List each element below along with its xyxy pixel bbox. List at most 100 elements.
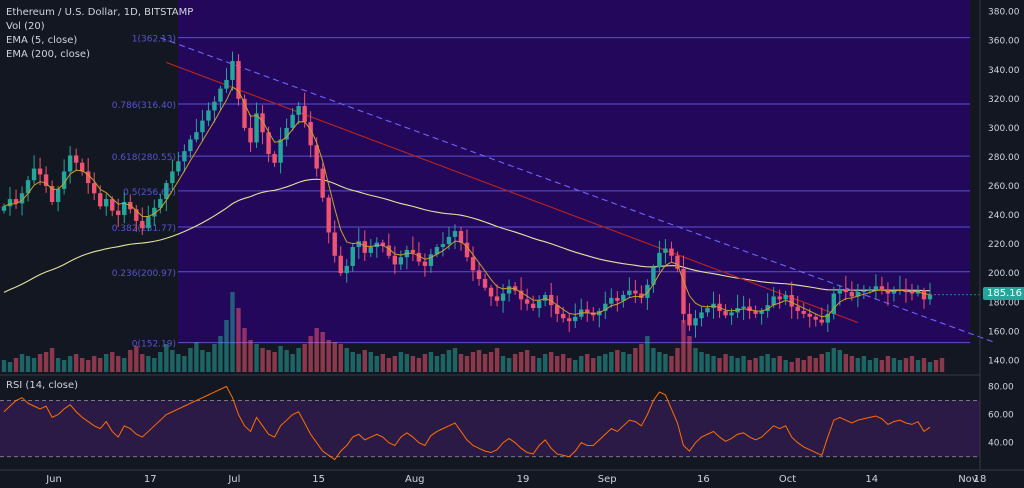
volume-bar bbox=[464, 356, 470, 372]
candle-body bbox=[104, 199, 109, 207]
rsi-tick-label: 60.00 bbox=[988, 411, 1014, 421]
volume-bar bbox=[248, 340, 253, 372]
candle-body bbox=[230, 61, 235, 80]
volume-bar bbox=[31, 358, 37, 372]
symbol-title[interactable]: Ethereum / U.S. Dollar, 1D, BITSTAMP bbox=[6, 7, 194, 18]
time-tick-label: 17 bbox=[144, 474, 157, 485]
rsi-pane bbox=[0, 400, 980, 458]
fib-level-label: 0(152.19) bbox=[132, 340, 176, 350]
chart-legend: Ethereum / U.S. Dollar, 1D, BITSTAMP Vol… bbox=[6, 6, 193, 62]
candle-body bbox=[49, 186, 55, 202]
volume-bar bbox=[61, 360, 67, 372]
volume-bar bbox=[633, 348, 638, 372]
rsi-indicator-label[interactable]: RSI (14, close) bbox=[6, 380, 79, 391]
candle-body bbox=[585, 309, 590, 313]
candle-body bbox=[43, 174, 49, 186]
candle-body bbox=[831, 293, 836, 314]
volume-bar bbox=[362, 350, 367, 372]
candle-body bbox=[494, 296, 500, 301]
candle-body bbox=[320, 168, 325, 198]
candle-body bbox=[639, 293, 644, 298]
price-tick-label: 340.00 bbox=[988, 66, 1020, 76]
candle-body bbox=[693, 318, 698, 326]
volume-bar bbox=[561, 354, 566, 372]
candle-body bbox=[55, 188, 61, 202]
candle-body bbox=[326, 197, 331, 233]
candle-body bbox=[218, 88, 223, 102]
volume-bar bbox=[254, 344, 259, 372]
candle-body bbox=[85, 171, 91, 184]
volume-bar bbox=[651, 348, 656, 372]
volume-bar bbox=[554, 356, 560, 372]
price-tick-label: 260.00 bbox=[988, 182, 1020, 192]
volume-bar bbox=[194, 342, 199, 372]
candle-body bbox=[458, 231, 464, 243]
volume-bar bbox=[188, 348, 193, 372]
volume-bar bbox=[73, 354, 79, 372]
volume-bar bbox=[735, 358, 740, 372]
descending-trendline-solid[interactable] bbox=[166, 61, 859, 324]
candle-body bbox=[891, 290, 897, 294]
rsi-axis[interactable]: 40.00 60.00 80.00 bbox=[988, 382, 1014, 448]
candle-body bbox=[705, 308, 710, 313]
volume-bar bbox=[717, 358, 722, 372]
fib-level-label: 0.618(280.55) bbox=[112, 153, 176, 163]
volume-bar bbox=[37, 354, 43, 372]
time-tick-label: Oct bbox=[779, 474, 796, 485]
volume-bar bbox=[855, 358, 861, 372]
fib-level-label: 0.236(200.97) bbox=[112, 269, 176, 279]
candle-body bbox=[368, 247, 373, 253]
volume-bar bbox=[212, 344, 217, 372]
candle-body bbox=[422, 261, 428, 266]
candle-body bbox=[873, 286, 879, 290]
volume-bar bbox=[236, 308, 241, 372]
candle-body bbox=[242, 98, 247, 128]
volume-bar bbox=[494, 348, 500, 372]
rsi-tick-label: 40.00 bbox=[988, 439, 1014, 449]
volume-bar bbox=[789, 362, 794, 372]
volume-bar bbox=[350, 352, 355, 372]
volume-bar bbox=[110, 352, 115, 372]
candle-body bbox=[789, 294, 794, 307]
candle-body bbox=[771, 296, 776, 306]
candle-body bbox=[116, 210, 121, 216]
volume-bars bbox=[1, 292, 945, 372]
candle-body bbox=[19, 193, 25, 204]
volume-bar bbox=[603, 354, 608, 372]
time-tick-label: Jun bbox=[45, 474, 62, 485]
volume-bar bbox=[524, 350, 530, 372]
candle-body bbox=[747, 306, 752, 311]
candle-body bbox=[849, 292, 855, 297]
volume-bar bbox=[891, 358, 897, 372]
candle-body bbox=[879, 286, 885, 290]
volume-bar bbox=[140, 354, 145, 372]
candle-body bbox=[134, 209, 139, 221]
volume-indicator-label[interactable]: Vol (20) bbox=[6, 21, 45, 32]
volume-bar bbox=[536, 358, 542, 372]
candle-body bbox=[807, 313, 812, 317]
time-tick-label: 16 bbox=[697, 474, 710, 485]
volume-bar bbox=[272, 352, 277, 372]
volume-bar bbox=[458, 354, 464, 372]
candle-body bbox=[699, 312, 704, 319]
candle-body bbox=[753, 310, 758, 314]
candle-body bbox=[308, 122, 313, 146]
candle-body bbox=[176, 161, 181, 172]
volume-bar bbox=[224, 320, 229, 372]
candle-body bbox=[380, 242, 386, 246]
candle-body bbox=[272, 154, 277, 163]
ema-long-label[interactable]: EMA (200, close) bbox=[6, 49, 90, 60]
candle-body bbox=[152, 207, 157, 217]
volume-bar bbox=[921, 358, 927, 372]
price-axis[interactable]: 140.00 160.00 180.00 200.00 220.00 240.00 260.… bbox=[988, 8, 1020, 367]
candle-body bbox=[825, 313, 830, 323]
volume-bar bbox=[765, 354, 770, 372]
candle-body bbox=[344, 265, 349, 274]
volume-bar bbox=[837, 350, 843, 372]
ema-short-label[interactable]: EMA (5, close) bbox=[6, 35, 78, 46]
volume-bar bbox=[861, 356, 867, 372]
candle-body bbox=[723, 310, 728, 316]
volume-bar bbox=[729, 356, 734, 372]
